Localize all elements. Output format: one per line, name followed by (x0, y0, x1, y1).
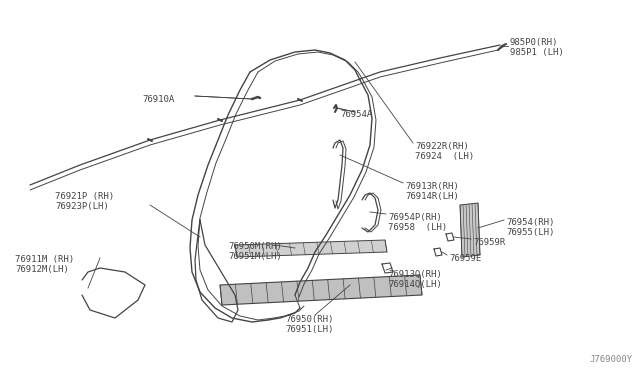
Polygon shape (460, 203, 480, 257)
Text: 76954A: 76954A (340, 110, 372, 119)
Text: 76959R: 76959R (473, 238, 505, 247)
Text: 76954(RH)
76955(LH): 76954(RH) 76955(LH) (506, 218, 554, 237)
Text: J769000Y: J769000Y (589, 355, 632, 364)
Text: 76950M(RH)
76951M(LH): 76950M(RH) 76951M(LH) (228, 242, 282, 262)
Text: 76950(RH)
76951(LH): 76950(RH) 76951(LH) (285, 315, 333, 334)
Text: 76921P (RH)
76923P(LH): 76921P (RH) 76923P(LH) (55, 192, 114, 211)
Text: 76911M (RH)
76912M(LH): 76911M (RH) 76912M(LH) (15, 255, 74, 275)
Text: 76922R(RH)
76924  (LH): 76922R(RH) 76924 (LH) (415, 142, 474, 161)
Polygon shape (220, 275, 422, 305)
Text: 76959E: 76959E (449, 254, 481, 263)
Text: 76913R(RH)
76914R(LH): 76913R(RH) 76914R(LH) (405, 182, 459, 201)
Polygon shape (235, 240, 387, 257)
Text: 76913Q(RH)
76914Q(LH): 76913Q(RH) 76914Q(LH) (388, 270, 442, 289)
Text: 76910A: 76910A (143, 95, 175, 104)
Text: 76954P(RH)
76958  (LH): 76954P(RH) 76958 (LH) (388, 213, 447, 232)
Text: 985P0(RH)
985P1 (LH): 985P0(RH) 985P1 (LH) (510, 38, 564, 57)
